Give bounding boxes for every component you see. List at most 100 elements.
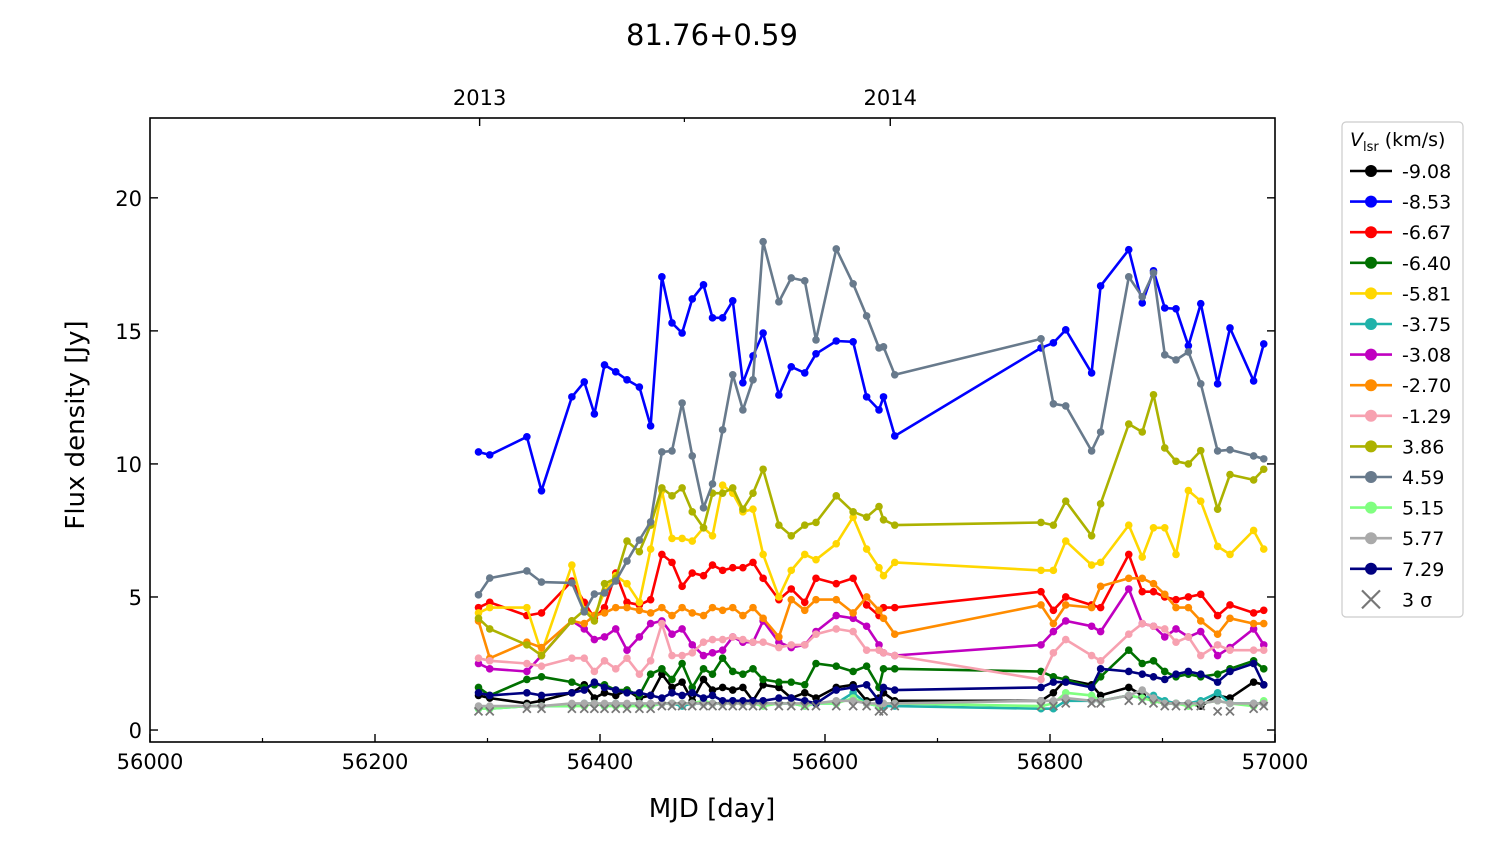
data-point bbox=[775, 633, 783, 641]
data-point bbox=[537, 578, 546, 586]
data-point bbox=[759, 329, 767, 337]
data-point bbox=[688, 649, 697, 657]
data-point bbox=[1149, 673, 1158, 681]
data-point bbox=[678, 399, 686, 407]
sigma-marker bbox=[1160, 701, 1170, 711]
legend-swatch-marker bbox=[1365, 409, 1377, 422]
data-point bbox=[646, 609, 655, 617]
sigma-marker bbox=[786, 701, 796, 711]
data-point bbox=[787, 274, 796, 282]
data-point bbox=[646, 670, 655, 678]
data-point bbox=[708, 603, 717, 612]
data-point bbox=[590, 667, 599, 676]
data-point bbox=[623, 646, 631, 654]
sigma-marker bbox=[657, 701, 667, 711]
data-point bbox=[635, 670, 644, 678]
data-point bbox=[1061, 537, 1070, 545]
data-point bbox=[1096, 428, 1105, 436]
sigma-marker bbox=[1248, 704, 1259, 714]
data-point bbox=[1138, 299, 1147, 307]
data-point bbox=[879, 516, 888, 524]
data-point bbox=[600, 603, 609, 612]
data-point bbox=[523, 675, 531, 684]
data-point bbox=[600, 579, 609, 588]
data-point bbox=[678, 603, 686, 612]
data-point bbox=[832, 579, 841, 588]
data-point bbox=[485, 665, 494, 673]
legend-entry: 3.86 bbox=[1350, 436, 1444, 458]
legend-entry: -6.67 bbox=[1350, 222, 1451, 244]
data-point bbox=[890, 370, 899, 379]
legend-entry: -1.29 bbox=[1350, 406, 1451, 428]
data-point bbox=[749, 696, 757, 705]
data-point bbox=[1184, 603, 1193, 612]
data-point bbox=[862, 312, 871, 320]
data-point bbox=[812, 574, 820, 583]
data-point bbox=[862, 601, 871, 609]
data-point bbox=[1061, 402, 1070, 410]
data-point bbox=[849, 627, 857, 636]
data-point bbox=[1138, 428, 1147, 436]
data-point bbox=[800, 550, 809, 559]
data-point bbox=[1049, 619, 1058, 628]
data-point bbox=[1049, 399, 1058, 408]
data-point bbox=[1226, 614, 1234, 623]
data-point bbox=[1049, 566, 1058, 575]
data-point bbox=[1259, 641, 1268, 649]
series-4.59 bbox=[474, 237, 1268, 616]
data-point bbox=[875, 502, 883, 511]
sigma-marker bbox=[485, 706, 495, 717]
data-point bbox=[1213, 380, 1222, 388]
legend-label: -6.40 bbox=[1402, 253, 1451, 275]
data-point bbox=[1184, 341, 1193, 350]
data-point bbox=[678, 484, 686, 492]
data-point bbox=[688, 295, 697, 303]
series-line bbox=[477, 483, 1265, 655]
data-point bbox=[1061, 678, 1070, 686]
data-point bbox=[485, 603, 494, 612]
data-point bbox=[708, 314, 717, 322]
data-point bbox=[849, 688, 857, 697]
data-point bbox=[699, 638, 708, 647]
data-point bbox=[611, 665, 620, 673]
data-point bbox=[775, 683, 783, 692]
data-point bbox=[474, 688, 483, 697]
data-point bbox=[688, 569, 697, 577]
data-point bbox=[718, 635, 727, 644]
data-point bbox=[875, 641, 883, 649]
x-tick-label: 56400 bbox=[567, 750, 634, 774]
data-point bbox=[1124, 585, 1133, 593]
data-point bbox=[1087, 369, 1096, 377]
x-tick-label: 56000 bbox=[117, 750, 184, 774]
data-point bbox=[1249, 377, 1258, 385]
series-3-sigma bbox=[473, 696, 1269, 717]
legend-label: 4.59 bbox=[1402, 467, 1444, 489]
legend-label: -2.70 bbox=[1402, 375, 1451, 397]
data-point bbox=[832, 492, 841, 500]
data-point bbox=[623, 603, 631, 612]
data-point bbox=[812, 630, 820, 639]
data-point bbox=[1138, 659, 1147, 668]
data-point bbox=[739, 670, 747, 678]
data-point bbox=[600, 609, 609, 617]
data-point bbox=[728, 484, 737, 492]
sigma-marker bbox=[758, 701, 768, 711]
data-point bbox=[623, 557, 631, 565]
legend-label: 5.15 bbox=[1402, 498, 1444, 520]
data-point bbox=[568, 688, 576, 697]
data-point bbox=[699, 611, 708, 620]
data-point bbox=[812, 659, 820, 668]
data-point bbox=[635, 699, 644, 708]
data-point bbox=[775, 694, 783, 702]
data-point bbox=[718, 489, 727, 497]
legend-entry: -6.40 bbox=[1350, 253, 1451, 275]
data-point bbox=[1138, 686, 1147, 694]
data-point bbox=[1149, 587, 1158, 596]
plot-area bbox=[473, 237, 1269, 717]
data-point bbox=[1249, 619, 1258, 628]
data-point bbox=[849, 513, 857, 521]
legend-entry: -3.75 bbox=[1350, 314, 1451, 336]
data-point bbox=[568, 561, 576, 569]
data-point bbox=[590, 699, 599, 708]
data-point bbox=[1096, 665, 1105, 673]
